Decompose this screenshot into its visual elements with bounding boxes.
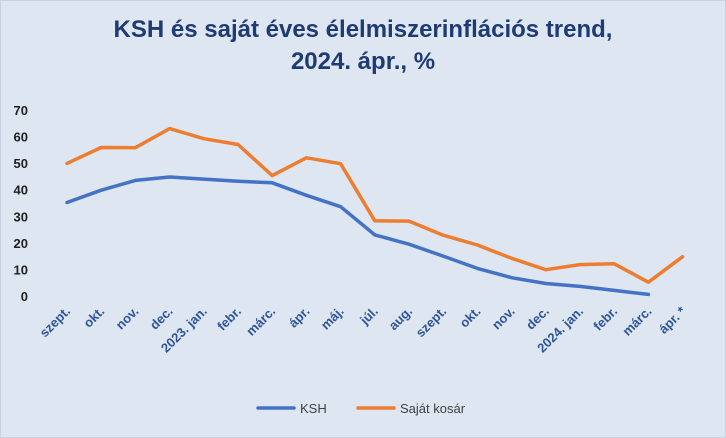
x-tick-label: okt. — [457, 304, 484, 331]
y-tick-label: 70 — [14, 103, 28, 118]
x-tick-label: febr. — [214, 304, 244, 334]
x-axis: szept. okt. nov. dec.2023. jan. febr. márc. áp… — [36, 303, 689, 356]
x-tick-label: ápr. — [286, 304, 313, 331]
chart-title-line-1: KSH és saját éves élelmiszerinflációs tr… — [113, 16, 613, 43]
chart-title-line-2: 2024. ápr., % — [290, 48, 436, 75]
plot-area — [65, 126, 685, 297]
x-tick-label: nov. — [489, 304, 518, 333]
chart-title: KSH és saját éves élelmiszerinflációs tr… — [0, 14, 726, 78]
x-tick-label: aug. — [386, 304, 416, 334]
y-tick-label: 50 — [14, 156, 28, 171]
x-tick-label: júl. — [356, 304, 381, 329]
x-tick-label: dec. — [147, 304, 176, 333]
series-line-ksh — [65, 175, 651, 297]
y-tick-label: 40 — [14, 183, 28, 198]
x-tick-label: ápr. * — [656, 303, 690, 337]
x-tick-label: febr. — [590, 304, 620, 334]
y-tick-label: 20 — [14, 236, 28, 251]
x-tick-label: márc. — [243, 304, 278, 339]
y-axis: 70 60 50 40 30 20 10 0 — [14, 103, 28, 304]
x-tick-label: szept. — [36, 304, 73, 341]
legend-label: KSH — [300, 401, 327, 416]
legend-label: Saját kosár — [400, 401, 466, 416]
legend: KSH Saját kosár — [256, 401, 466, 416]
y-tick-label: 30 — [14, 209, 28, 224]
x-tick-label: okt. — [80, 304, 107, 331]
x-tick-label: szept. — [413, 304, 450, 341]
y-tick-label: 10 — [14, 262, 28, 277]
y-tick-label: 60 — [14, 130, 28, 145]
y-tick-label: 0 — [21, 289, 28, 304]
x-tick-label: dec. — [523, 304, 552, 333]
x-tick-label: máj. — [318, 304, 347, 333]
x-tick-label: nov. — [113, 304, 142, 333]
x-tick-label: márc. — [619, 304, 654, 339]
series-line-sajat-kosar — [65, 126, 685, 284]
